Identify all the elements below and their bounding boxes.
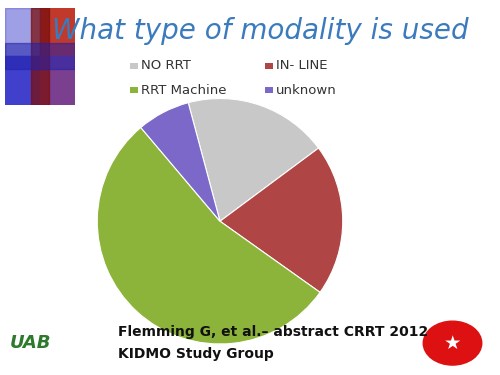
Text: IN- LINE: IN- LINE (276, 59, 328, 72)
Text: NO RRT: NO RRT (141, 59, 191, 72)
Text: UAB: UAB (10, 334, 51, 352)
Bar (5, 43, 75, 69)
Text: unknown: unknown (276, 84, 337, 96)
Circle shape (423, 321, 482, 365)
Bar (40, 8, 75, 56)
Text: RRT Machine: RRT Machine (141, 84, 226, 96)
Text: ★: ★ (444, 334, 461, 352)
Wedge shape (141, 103, 220, 221)
Bar (5, 56, 40, 105)
Text: KIDMO Study Group: KIDMO Study Group (118, 347, 273, 362)
Wedge shape (220, 148, 342, 292)
Text: What type of modality is used: What type of modality is used (52, 17, 469, 45)
Bar (5, 8, 40, 56)
Bar (30, 8, 50, 105)
Text: Flemming G, et al.– abstract CRRT 2012: Flemming G, et al.– abstract CRRT 2012 (118, 325, 428, 339)
Bar (40, 56, 75, 105)
Wedge shape (188, 99, 318, 221)
Wedge shape (98, 128, 320, 344)
